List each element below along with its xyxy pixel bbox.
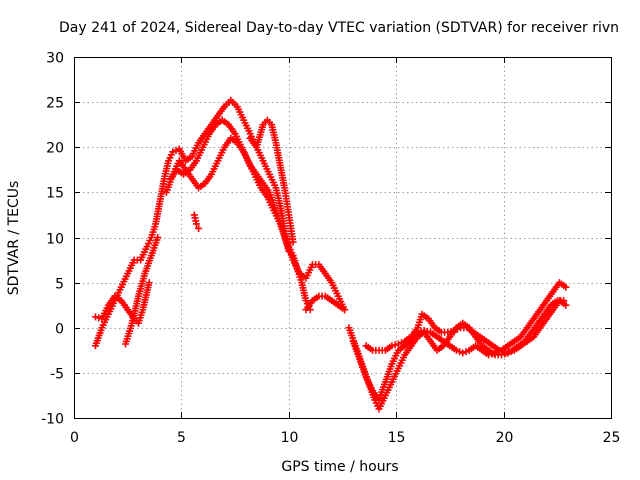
data-point — [444, 328, 452, 336]
series-track-j — [349, 279, 570, 404]
chart-title: Day 241 of 2024, Sidereal Day-to-day VTE… — [59, 20, 619, 36]
x-tick-label: 5 — [177, 430, 186, 446]
data-point — [453, 325, 461, 333]
y-tick-label: 25 — [46, 96, 64, 112]
x-tick-label: 10 — [281, 430, 299, 446]
data-point — [450, 326, 458, 334]
series-track-f — [190, 211, 203, 232]
data-point — [95, 314, 103, 322]
data-point — [462, 348, 470, 356]
x-tick-label: 15 — [388, 430, 406, 446]
data-point — [417, 327, 425, 335]
data-point — [488, 350, 496, 358]
data-point — [485, 351, 493, 359]
data-point — [502, 349, 510, 357]
series-track-g — [246, 116, 297, 246]
data-point — [394, 340, 402, 348]
data-point — [499, 348, 507, 356]
data-point — [495, 346, 503, 354]
series-track-h — [302, 292, 349, 314]
data-point — [195, 224, 203, 232]
data-point — [560, 297, 568, 305]
data-point — [447, 327, 455, 335]
data-point — [289, 238, 297, 246]
series-track-k — [362, 297, 568, 357]
grid-lines — [74, 57, 611, 418]
data-point — [169, 148, 177, 156]
data-point — [562, 301, 570, 309]
y-tick-label: 15 — [46, 186, 64, 202]
y-tick-label: -5 — [50, 367, 64, 383]
data-point — [505, 348, 513, 356]
data-point — [456, 348, 464, 356]
data-point — [341, 306, 349, 314]
data-point — [423, 327, 431, 335]
data-point — [388, 342, 396, 350]
data-point — [452, 346, 460, 354]
y-tick-label: -10 — [41, 412, 64, 428]
series-track-c — [122, 234, 162, 348]
data-point — [192, 220, 200, 228]
data-point — [145, 279, 153, 287]
x-axis-label: GPS time / hours — [281, 459, 398, 475]
y-tick-label: 5 — [55, 277, 64, 293]
data-point — [459, 349, 467, 357]
series-track-e — [167, 116, 349, 314]
y-tick-label: 0 — [55, 322, 64, 338]
data-point — [420, 326, 428, 334]
y-tick-label: 20 — [46, 141, 64, 157]
x-tick-label: 0 — [70, 430, 79, 446]
axes: 0 5 10 15 20 25 -10 -5 0 5 10 15 20 25 30 — [41, 51, 620, 447]
data-points — [91, 96, 570, 413]
y-tick-label: 10 — [46, 232, 64, 248]
data-point — [154, 234, 162, 241]
y-axis-label: SDTVAR / TECUs — [6, 181, 22, 296]
data-point — [172, 146, 180, 154]
data-point — [398, 339, 406, 347]
data-point — [391, 341, 399, 349]
y-tick-label: 30 — [46, 51, 64, 67]
series-track-b — [91, 279, 153, 327]
data-point — [91, 313, 99, 321]
x-tick-label: 25 — [603, 430, 621, 446]
data-point — [562, 283, 570, 291]
x-tick-label: 20 — [496, 430, 514, 446]
